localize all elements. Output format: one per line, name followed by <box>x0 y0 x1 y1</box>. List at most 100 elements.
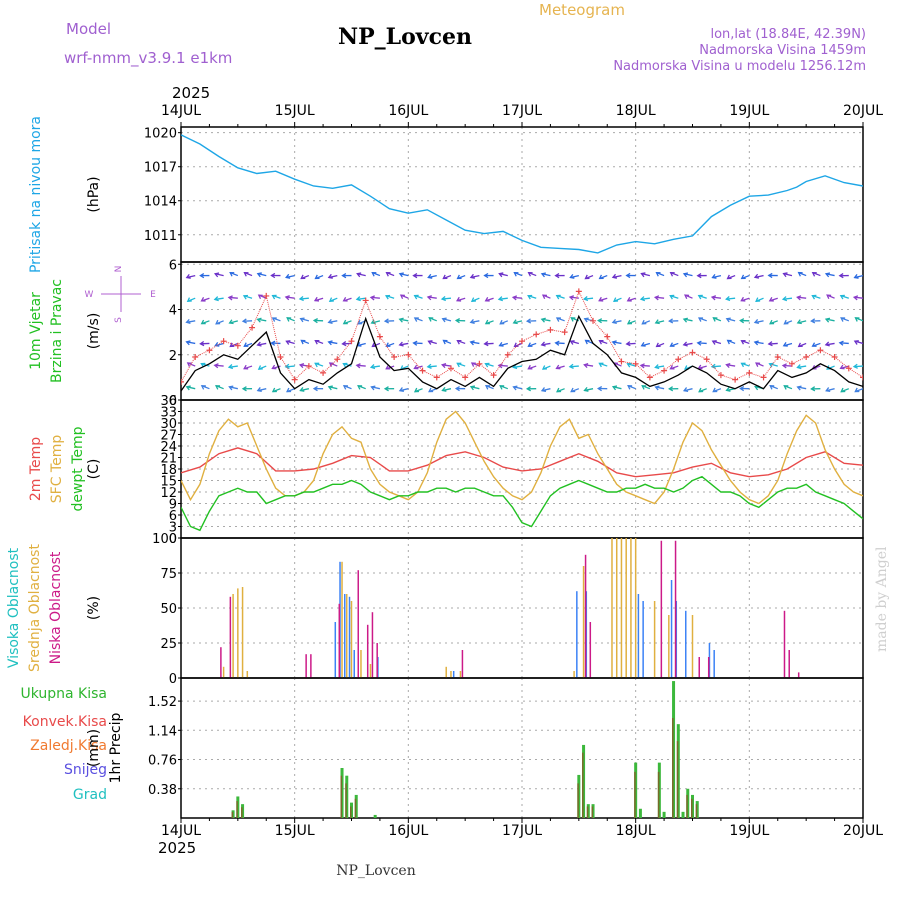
wind-arrow-head <box>413 387 420 393</box>
y-tick-label: 1.14 <box>148 724 177 739</box>
wind-arrow-head <box>711 340 717 345</box>
y-tick-label: 12 <box>160 486 177 501</box>
wind-arrow-head <box>641 319 647 325</box>
y-tick-label: 9 <box>169 498 177 513</box>
precip-bar-convective <box>695 804 698 818</box>
wind-arrow-head <box>654 319 660 325</box>
wind-arrow <box>640 364 650 367</box>
wind-arrow-head <box>797 271 803 277</box>
wind-arrow-head <box>555 294 561 300</box>
y-tick-label: 6 <box>169 509 177 524</box>
precip-bar-convective <box>634 771 636 818</box>
wind-arrow-head <box>669 272 675 277</box>
wind-arrow-head <box>726 339 732 345</box>
wind-arrow <box>584 297 594 300</box>
x-tick-label: 14JUL <box>161 823 201 839</box>
wind-arrow-head <box>314 340 320 345</box>
wind-arrow <box>370 296 380 299</box>
wind-arrow <box>181 275 182 277</box>
wind-arrow-head <box>712 317 718 322</box>
model-altitude-label: Nadmorska Visina u modelu 1256.12m <box>613 59 866 74</box>
wind-arrow-head <box>511 295 518 301</box>
wind-arrow-head <box>740 340 746 345</box>
gust-marker <box>334 356 341 363</box>
wind-arrow-head <box>342 319 348 325</box>
wind-arrow-head <box>725 386 731 392</box>
gust-marker <box>717 372 724 379</box>
wind-arrow-head <box>838 273 844 279</box>
wind-arrow-head <box>229 271 235 277</box>
wind-arrow-head <box>456 274 462 280</box>
wind-arrow-head <box>413 317 419 322</box>
unit-label-temperature: (C) <box>86 459 102 480</box>
gust-marker <box>391 354 398 361</box>
wind-arrow-head <box>454 318 461 324</box>
y-tick-label: 4 <box>169 304 177 319</box>
wind-arrow-head <box>328 362 334 367</box>
compass-e: E <box>150 290 156 300</box>
wind-arrow-head <box>284 363 290 369</box>
wind-arrow-head <box>440 362 447 369</box>
y-tick-label: 1014 <box>144 195 177 210</box>
wind-arrow-head <box>696 273 702 279</box>
wind-arrow-head <box>527 271 533 277</box>
wind-arrow-head <box>173 363 177 367</box>
wind-arrow-head <box>853 273 859 279</box>
wind-arrow-head <box>811 342 817 347</box>
wind-arrow-head <box>341 272 347 279</box>
wind-arrow-head <box>398 387 404 392</box>
wind-arrow-head <box>655 271 661 277</box>
wind-arrow-head <box>243 342 249 347</box>
wind-arrow-head <box>825 387 831 392</box>
precip-bar-convective <box>577 783 579 818</box>
wind-arrow <box>640 297 650 300</box>
wind-arrow-head <box>241 318 247 324</box>
gust-marker <box>376 333 383 340</box>
wind-arrow-head <box>783 319 789 325</box>
wind-arrow-head <box>740 296 746 302</box>
x-axis-bottom: 14JUL 15JUL 16JUL 17JUL 18JUL 19JUL 20JUL <box>161 818 883 839</box>
wind-arrow-head <box>612 297 619 302</box>
wind-arrow-head <box>654 385 660 391</box>
wind-arrow-head <box>173 341 177 345</box>
gust-marker <box>646 374 653 381</box>
wind-arrow-head <box>469 273 475 279</box>
wind-arrow-head <box>456 296 462 302</box>
series-layer-wind <box>173 271 863 393</box>
y-tick-label: 1020 <box>144 127 177 142</box>
wind-arrow-head <box>271 387 277 393</box>
wind-arrow-head <box>314 362 320 368</box>
wind-arrow-head <box>385 364 391 370</box>
wind-arrow-head <box>412 272 418 279</box>
wind-arrow <box>782 364 793 367</box>
unit-label-wind: (m/s) <box>86 313 102 350</box>
wind-arrow-head <box>185 273 191 279</box>
wind-arrow-head <box>199 340 205 347</box>
wind-arrow-head <box>213 296 219 302</box>
station-title: NP_Lovcen <box>338 24 472 50</box>
precip-legend: Ukupna Kisa Konvek.Kisa Zaledj.Kisa Snij… <box>20 686 107 803</box>
gust-marker <box>618 358 625 365</box>
wind-arrow <box>214 364 224 367</box>
series-layer-clouds <box>181 538 863 678</box>
wind-arrow-head <box>626 319 633 325</box>
y-tick-label: 3 <box>169 521 177 536</box>
x-tick-label: 16JUL <box>388 823 428 839</box>
wind-arrow-head <box>383 318 390 324</box>
gust-marker <box>519 338 525 345</box>
wind-arrow-head <box>185 340 191 346</box>
wind-arrow <box>854 296 863 299</box>
wind-arrow-head <box>625 341 631 347</box>
series-wind-speed <box>181 314 863 392</box>
panel-pressure: 1011 1014 1017 1020 Pritisak na nivou mora (h… <box>28 116 864 273</box>
wind-arrow-head <box>186 297 192 302</box>
wind-arrow <box>498 297 508 300</box>
wind-arrow-head <box>583 386 589 392</box>
wind-arrow <box>626 342 636 345</box>
wind-arrow-head <box>541 365 548 370</box>
wind-arrow-head <box>570 387 576 393</box>
wind-arrow-head <box>369 295 375 301</box>
wind-compass: N S W E <box>85 266 157 323</box>
ylabel-clouds-1: Srednja Oblacnost <box>27 544 43 672</box>
wind-arrow-head <box>684 294 690 300</box>
